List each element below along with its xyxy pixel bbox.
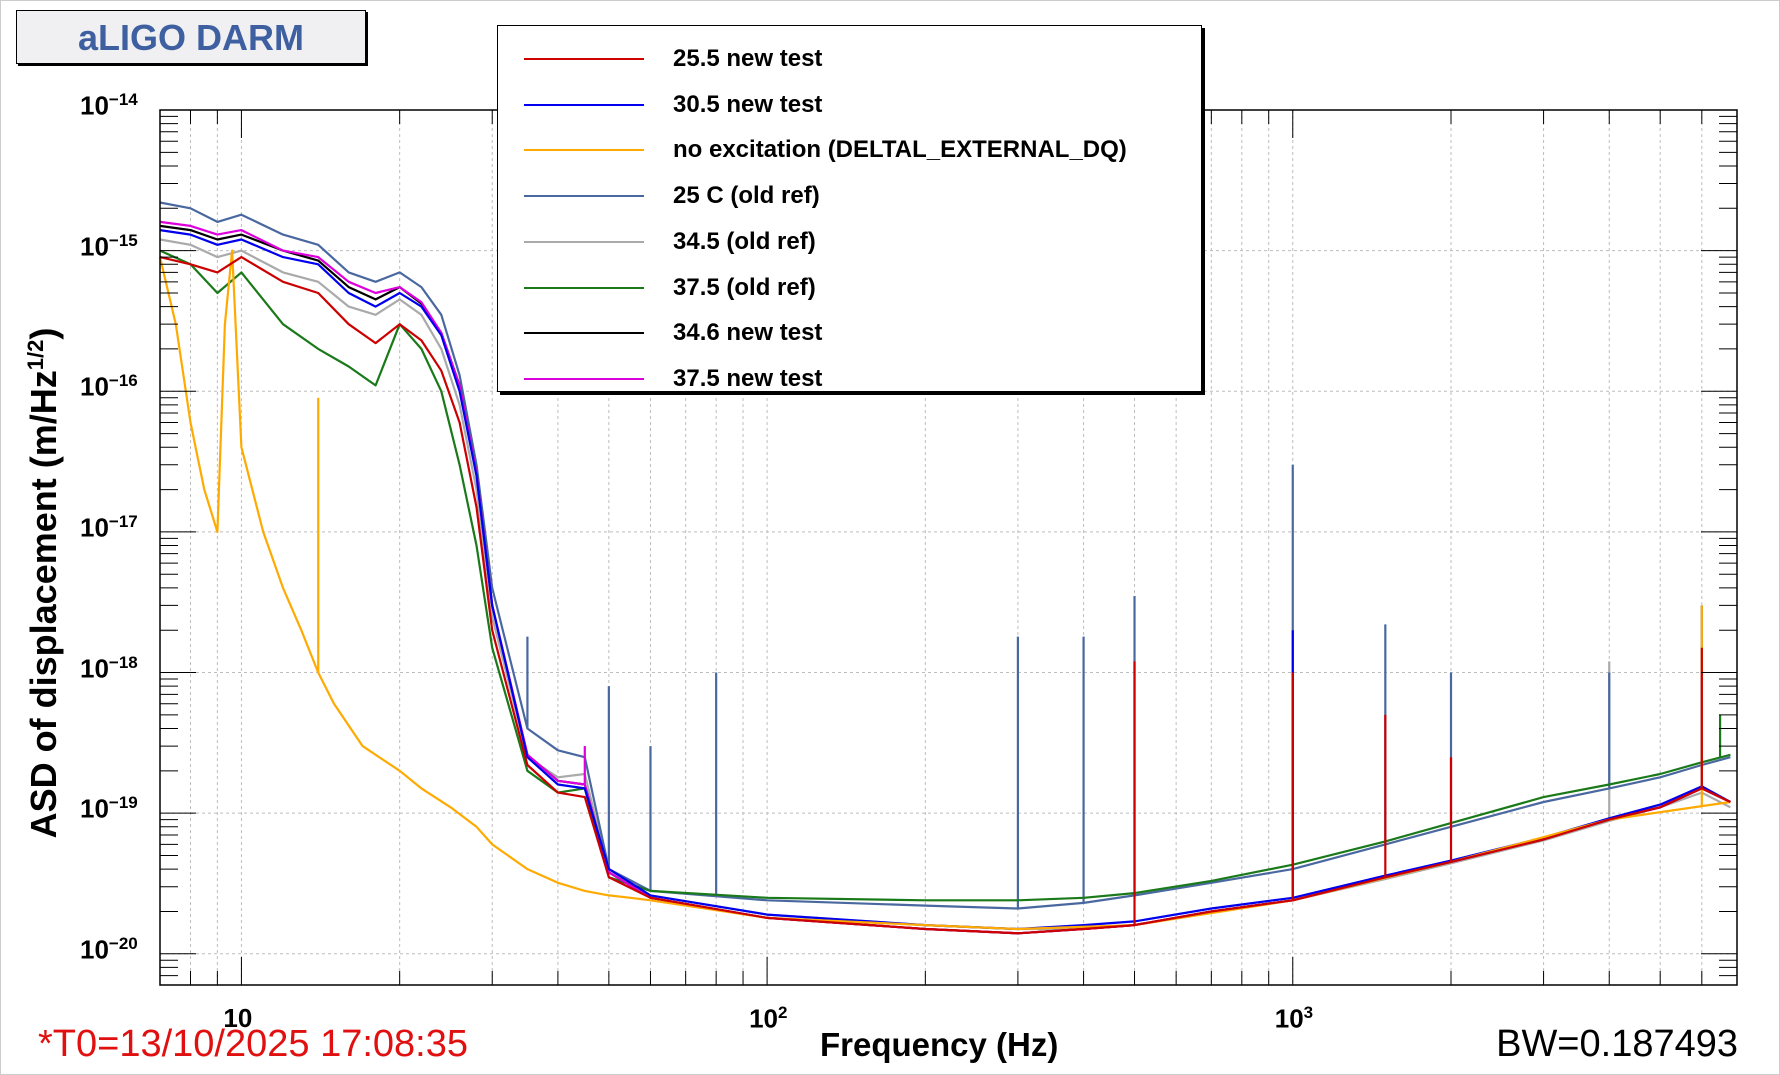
legend-swatch: [524, 149, 644, 152]
legend-swatch: [524, 286, 644, 289]
x-axis-label: Frequency (Hz): [820, 1026, 1059, 1063]
legend-entry: 25 C (old ref): [498, 175, 1201, 215]
y-tick-label: 10−20: [80, 933, 138, 965]
legend-swatch: [524, 377, 644, 380]
series-line: [158, 249, 1731, 931]
legend-label: 30.5 new test: [673, 90, 823, 118]
x-tick-label: 10: [223, 1003, 253, 1033]
x-tick-label: 103: [1274, 1003, 1314, 1034]
y-tick-label: 10−15: [80, 230, 138, 262]
legend-label: 37.5 new test: [673, 364, 823, 392]
ticks: [159, 109, 1738, 985]
legend-entry: 34.5 (old ref): [498, 221, 1201, 261]
x-tick-label: 102: [749, 1003, 788, 1034]
y-tick-label: 10−16: [80, 371, 138, 402]
legend-entry: no excitation (DELTAL_EXTERNAL_DQ): [498, 129, 1201, 169]
legend-label: no excitation (DELTAL_EXTERNAL_DQ): [673, 136, 1127, 164]
legend-swatch: [524, 195, 644, 198]
t0-timestamp: *T0=13/10/2025 17:08:35: [38, 1023, 468, 1065]
legend-entry: 34.6 new test: [498, 312, 1201, 352]
legend-entry: 25.5 new test: [498, 38, 1201, 78]
legend-swatch: [524, 332, 644, 335]
legend-label: 25 C (old ref): [673, 182, 820, 210]
legend-entry: 30.5 new test: [498, 84, 1201, 124]
y-tick-label: 10−14: [80, 90, 138, 121]
title-box: aLIGO DARM: [16, 10, 366, 64]
y-tick-label: 10−18: [80, 652, 138, 684]
series-layer: [158, 201, 1731, 935]
y-tick-label: 10−17: [80, 511, 138, 543]
legend-swatch: [524, 58, 644, 60]
legend-label: 25.5 new test: [673, 45, 823, 72]
legend-entry: 37.5 (old ref): [498, 267, 1201, 307]
series-line: [159, 229, 1731, 931]
legend-swatch: [524, 240, 644, 243]
y-tick-label: 10−19: [80, 793, 138, 824]
legend-label: 37.5 (old ref): [673, 273, 816, 301]
chart-title: aLIGO DARM: [77, 17, 304, 58]
legend-entry: 37.5 new test: [498, 358, 1201, 398]
legend-label: 34.6 new test: [673, 319, 823, 347]
legend: 25.5 new test 30.5 new test no excitation …: [497, 25, 1202, 392]
series-0: [159, 256, 1731, 935]
legend-label: 34.5 (old ref): [673, 227, 816, 255]
bandwidth-label: BW=0.187493: [1496, 1023, 1738, 1065]
series-line: [159, 256, 1731, 935]
legend-swatch: [524, 103, 644, 106]
y-axis-label: ASD of displacement (m/Hz1/2): [23, 327, 64, 839]
